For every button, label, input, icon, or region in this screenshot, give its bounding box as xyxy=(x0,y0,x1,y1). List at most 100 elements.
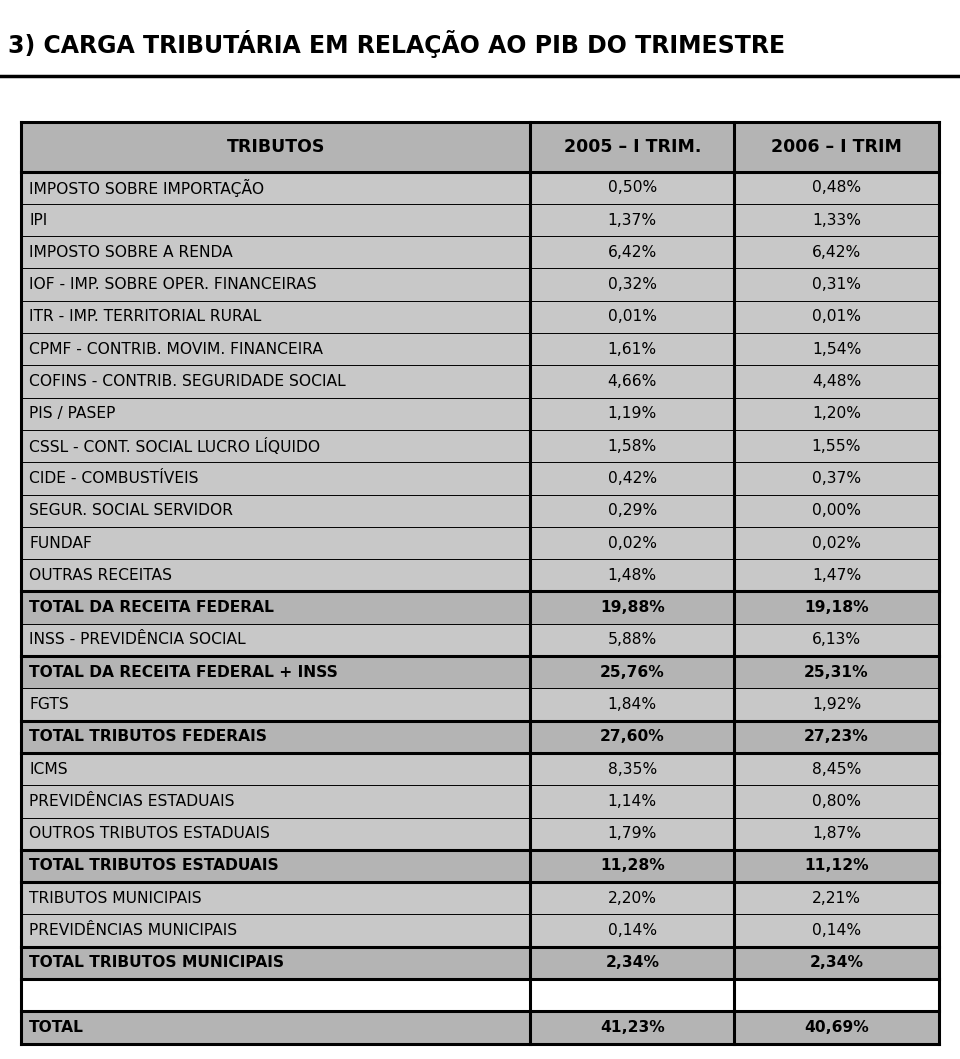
Bar xyxy=(531,203,734,236)
Bar xyxy=(21,656,531,688)
Text: TOTAL TRIBUTOS FEDERAIS: TOTAL TRIBUTOS FEDERAIS xyxy=(29,730,267,744)
Bar xyxy=(734,980,939,1011)
Bar xyxy=(531,495,734,526)
Bar xyxy=(21,301,531,333)
Text: 4,66%: 4,66% xyxy=(608,374,657,389)
Text: PREVIDÊNCIAS ESTADUAIS: PREVIDÊNCIAS ESTADUAIS xyxy=(29,794,234,809)
Bar xyxy=(21,850,531,882)
Text: 11,28%: 11,28% xyxy=(600,859,664,874)
Bar xyxy=(734,786,939,818)
Text: 1,19%: 1,19% xyxy=(608,407,657,421)
Bar xyxy=(734,203,939,236)
Text: CSSL - CONT. SOCIAL LUCRO LÍQUIDO: CSSL - CONT. SOCIAL LUCRO LÍQUIDO xyxy=(29,437,321,454)
Bar xyxy=(531,462,734,495)
Bar xyxy=(734,122,939,172)
Text: FUNDAF: FUNDAF xyxy=(29,536,92,551)
Bar xyxy=(734,430,939,462)
Bar xyxy=(21,122,531,172)
Text: 25,31%: 25,31% xyxy=(804,665,869,680)
Bar xyxy=(531,818,734,849)
Bar xyxy=(531,915,734,947)
Bar xyxy=(21,236,531,268)
Bar xyxy=(531,720,734,753)
Text: 0,50%: 0,50% xyxy=(608,180,657,195)
Text: COFINS - CONTRIB. SEGURIDADE SOCIAL: COFINS - CONTRIB. SEGURIDADE SOCIAL xyxy=(29,374,346,389)
Bar xyxy=(734,1011,939,1044)
Text: 1,92%: 1,92% xyxy=(812,697,861,712)
Text: CPMF - CONTRIB. MOVIM. FINANCEIRA: CPMF - CONTRIB. MOVIM. FINANCEIRA xyxy=(29,342,324,357)
Bar xyxy=(21,947,531,980)
Text: TOTAL DA RECEITA FEDERAL + INSS: TOTAL DA RECEITA FEDERAL + INSS xyxy=(29,665,338,680)
Bar xyxy=(21,268,531,301)
Text: 1,20%: 1,20% xyxy=(812,407,861,421)
Bar xyxy=(531,122,734,172)
Text: 40,69%: 40,69% xyxy=(804,1020,869,1035)
Bar xyxy=(531,882,734,915)
Bar xyxy=(531,980,734,1011)
Bar xyxy=(531,236,734,268)
Bar xyxy=(734,365,939,397)
Text: CIDE - COMBUSTÍVEIS: CIDE - COMBUSTÍVEIS xyxy=(29,471,199,486)
Bar xyxy=(21,882,531,915)
Text: 8,45%: 8,45% xyxy=(812,761,861,776)
Text: TRIBUTOS: TRIBUTOS xyxy=(227,138,325,156)
Bar xyxy=(734,172,939,203)
Bar xyxy=(21,818,531,849)
Text: 2,21%: 2,21% xyxy=(812,891,861,905)
Bar xyxy=(531,850,734,882)
Bar xyxy=(734,818,939,849)
Text: TOTAL DA RECEITA FEDERAL: TOTAL DA RECEITA FEDERAL xyxy=(29,600,274,615)
Text: 1,54%: 1,54% xyxy=(812,342,861,357)
Text: 27,23%: 27,23% xyxy=(804,730,869,744)
Text: 2006 – I TRIM: 2006 – I TRIM xyxy=(771,138,902,156)
Text: TOTAL TRIBUTOS MUNICIPAIS: TOTAL TRIBUTOS MUNICIPAIS xyxy=(29,955,284,970)
Bar xyxy=(21,688,531,721)
Bar xyxy=(734,882,939,915)
Text: TOTAL: TOTAL xyxy=(29,1020,84,1035)
Bar xyxy=(21,786,531,818)
Bar xyxy=(734,656,939,688)
Text: 0,14%: 0,14% xyxy=(812,923,861,938)
Text: 4,48%: 4,48% xyxy=(812,374,861,389)
Text: OUTRAS RECEITAS: OUTRAS RECEITAS xyxy=(29,568,172,582)
Text: SEGUR. SOCIAL SERVIDOR: SEGUR. SOCIAL SERVIDOR xyxy=(29,503,233,518)
Text: 0,80%: 0,80% xyxy=(812,794,861,809)
Text: 0,29%: 0,29% xyxy=(608,503,657,518)
Text: FGTS: FGTS xyxy=(29,697,69,712)
Bar xyxy=(21,172,531,203)
Bar xyxy=(531,753,734,786)
Bar xyxy=(21,333,531,365)
Bar xyxy=(531,430,734,462)
Bar xyxy=(21,526,531,559)
Bar xyxy=(734,720,939,753)
Bar xyxy=(531,656,734,688)
Bar xyxy=(21,365,531,397)
Bar xyxy=(21,430,531,462)
Bar xyxy=(734,624,939,657)
Text: 8,35%: 8,35% xyxy=(608,761,657,776)
Text: 0,01%: 0,01% xyxy=(812,309,861,324)
Text: PREVIDÊNCIAS MUNICIPAIS: PREVIDÊNCIAS MUNICIPAIS xyxy=(29,923,237,938)
Bar xyxy=(21,1011,531,1044)
Bar xyxy=(21,495,531,526)
Text: 41,23%: 41,23% xyxy=(600,1020,664,1035)
Text: 1,87%: 1,87% xyxy=(812,826,861,841)
Text: 1,33%: 1,33% xyxy=(812,213,861,228)
Text: IMPOSTO SOBRE A RENDA: IMPOSTO SOBRE A RENDA xyxy=(29,245,233,259)
Bar xyxy=(734,236,939,268)
Bar xyxy=(531,786,734,818)
Bar xyxy=(734,947,939,980)
Text: 19,88%: 19,88% xyxy=(600,600,664,615)
Text: 11,12%: 11,12% xyxy=(804,859,869,874)
Text: 0,02%: 0,02% xyxy=(812,536,861,551)
Bar xyxy=(734,397,939,430)
Bar xyxy=(21,559,531,591)
Text: 1,84%: 1,84% xyxy=(608,697,657,712)
Text: 1,37%: 1,37% xyxy=(608,213,657,228)
Text: 2,34%: 2,34% xyxy=(606,955,660,970)
Text: ICMS: ICMS xyxy=(29,761,68,776)
Bar xyxy=(734,915,939,947)
Text: ITR - IMP. TERRITORIAL RURAL: ITR - IMP. TERRITORIAL RURAL xyxy=(29,309,261,324)
Bar xyxy=(531,591,734,624)
Bar xyxy=(21,203,531,236)
